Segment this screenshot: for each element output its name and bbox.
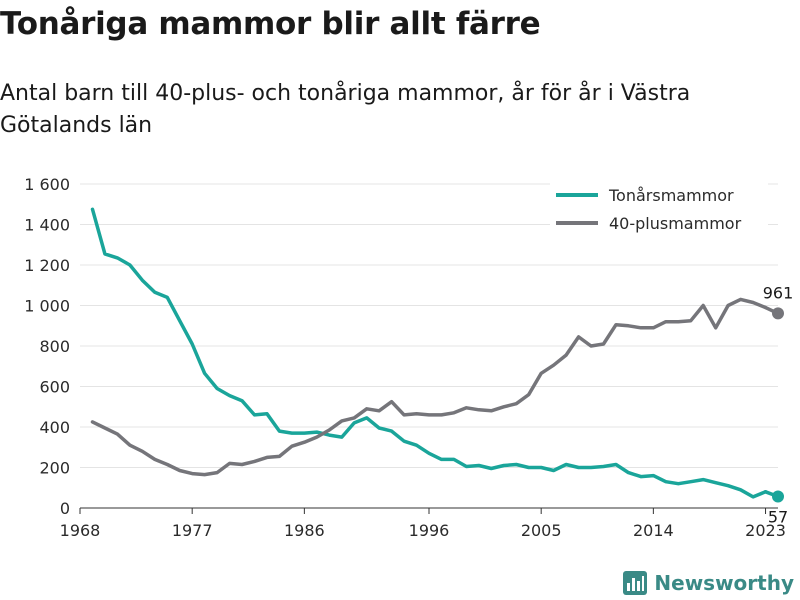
y-tick-label: 400 [39,418,70,437]
series-lines [90,207,768,499]
legend: Tonårsmammor 40-plusmammor [550,180,768,242]
x-tick-label: 2005 [521,521,562,540]
x-tick-label: 2014 [633,521,674,540]
y-tick-label: 200 [39,459,70,478]
y-axis: 0 200 400 600 800 1 000 1 200 1 400 1 600 [24,175,70,518]
x-tick-label: 1986 [284,521,325,540]
newsworthy-logo: Newsworthy [622,570,794,596]
end-point [772,307,784,320]
legend-label: Tonårsmammor [608,186,734,205]
x-tick-label: 1968 [60,521,101,540]
newsworthy-logo-text: Newsworthy [654,571,794,595]
chart-title: Tonåriga mammor blir allt färre [0,6,541,42]
y-tick-label: 1 600 [24,175,70,194]
y-tick-label: 1 200 [24,256,70,275]
y-tick-label: 0 [60,499,70,518]
y-tick-label: 600 [39,378,70,397]
series-line-40-plusmammor [90,297,768,477]
chart-subtitle: Antal barn till 40-plus- och tonåriga ma… [0,81,691,138]
gridlines [80,183,778,509]
x-tick-label: 1977 [172,521,213,540]
end-point [772,490,784,503]
legend-label: 40-plusmammor [609,214,742,233]
legend-background [550,180,768,242]
end-markers: 961 57 [763,283,794,526]
x-tick-label: 2023 [745,521,786,540]
end-value-label: 961 [763,283,794,302]
end-value-label: 57 [768,507,788,526]
y-tick-label: 1 000 [24,297,70,316]
y-tick-label: 1 400 [24,216,70,235]
x-tick-label: 1996 [409,521,450,540]
series-line-tonarsmammor [90,207,768,499]
y-tick-label: 800 [39,337,70,356]
newsworthy-logo-icon [623,571,648,595]
x-axis: 1968 1977 1986 1996 2005 2014 2023 [60,508,786,540]
